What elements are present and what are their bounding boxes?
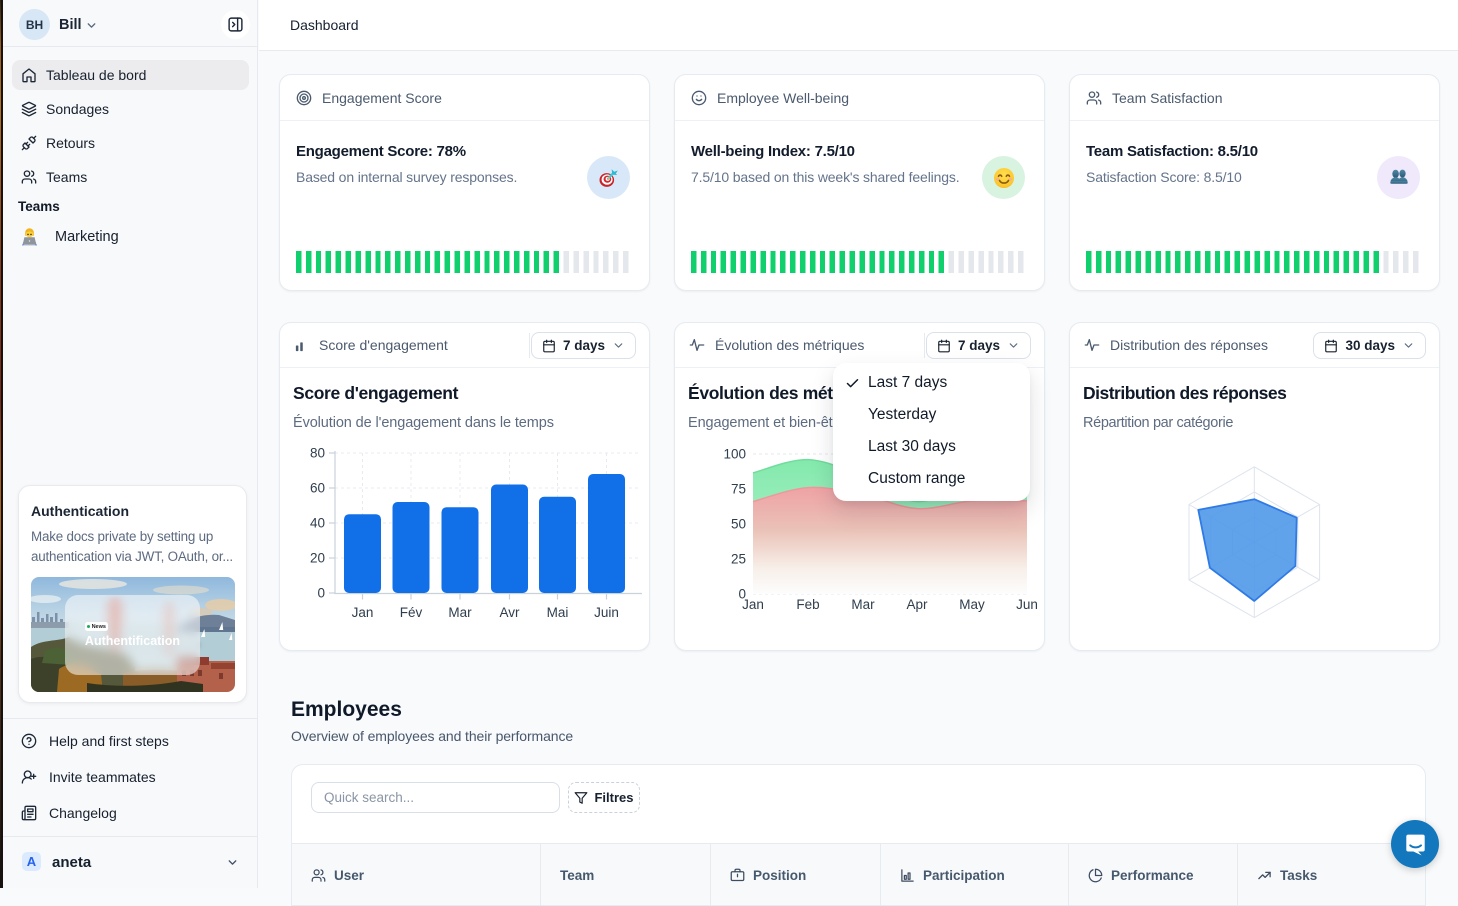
svg-text:Jan: Jan xyxy=(742,597,764,612)
svg-text:25: 25 xyxy=(731,552,746,567)
svg-text:100: 100 xyxy=(723,447,746,462)
svg-text:Mar: Mar xyxy=(448,605,472,620)
svg-text:80: 80 xyxy=(310,446,325,461)
svg-text:40: 40 xyxy=(310,516,325,531)
svg-text:20: 20 xyxy=(310,551,325,566)
svg-text:60: 60 xyxy=(310,481,325,496)
svg-text:75: 75 xyxy=(731,482,746,497)
svg-text:Apr: Apr xyxy=(906,597,928,612)
svg-text:0: 0 xyxy=(738,587,746,602)
svg-text:Mai: Mai xyxy=(547,605,569,620)
svg-text:May: May xyxy=(959,597,985,612)
svg-text:Jan: Jan xyxy=(352,605,374,620)
svg-text:Avr: Avr xyxy=(499,605,520,620)
svg-text:Feb: Feb xyxy=(796,597,819,612)
svg-text:Juin: Juin xyxy=(594,605,619,620)
svg-text:0: 0 xyxy=(317,586,325,601)
svg-text:Jun: Jun xyxy=(1016,597,1038,612)
svg-text:Mar: Mar xyxy=(851,597,875,612)
svg-text:50: 50 xyxy=(731,517,746,532)
svg-text:Fév: Fév xyxy=(400,605,423,620)
